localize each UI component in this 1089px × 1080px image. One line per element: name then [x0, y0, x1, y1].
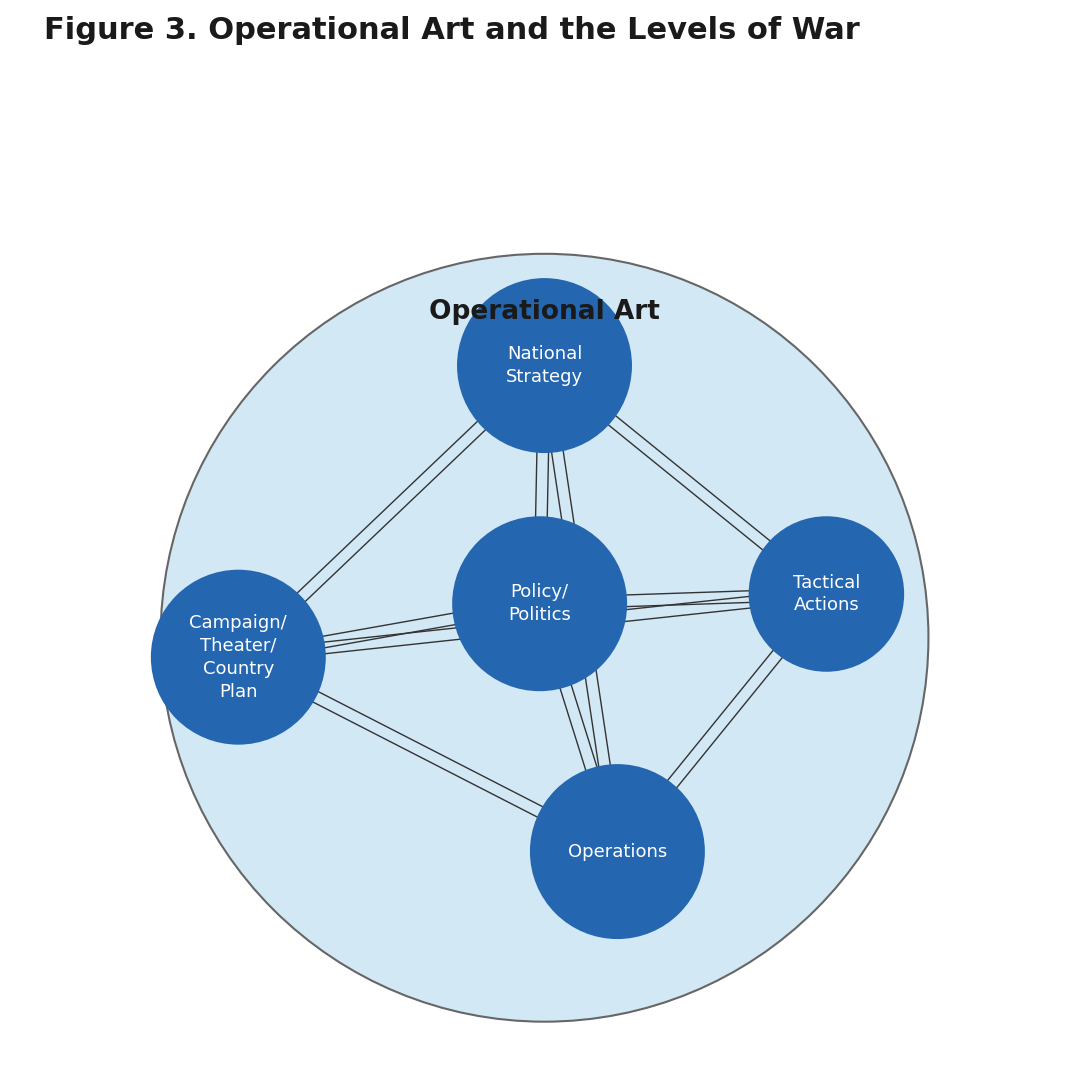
Text: Operations: Operations — [567, 842, 668, 861]
Circle shape — [452, 516, 627, 691]
Circle shape — [160, 254, 929, 1022]
Circle shape — [457, 278, 632, 454]
Circle shape — [151, 570, 326, 745]
Text: Operational Art: Operational Art — [429, 299, 660, 325]
Text: Policy/
Politics: Policy/ Politics — [509, 583, 571, 624]
Text: Figure 3. Operational Art and the Levels of War: Figure 3. Operational Art and the Levels… — [44, 16, 859, 45]
Text: National
Strategy: National Strategy — [506, 346, 583, 386]
Circle shape — [748, 516, 904, 672]
Text: Campaign/
Theater/
Country
Plan: Campaign/ Theater/ Country Plan — [189, 613, 287, 701]
Text: Tactical
Actions: Tactical Actions — [793, 573, 860, 615]
Circle shape — [530, 765, 705, 939]
